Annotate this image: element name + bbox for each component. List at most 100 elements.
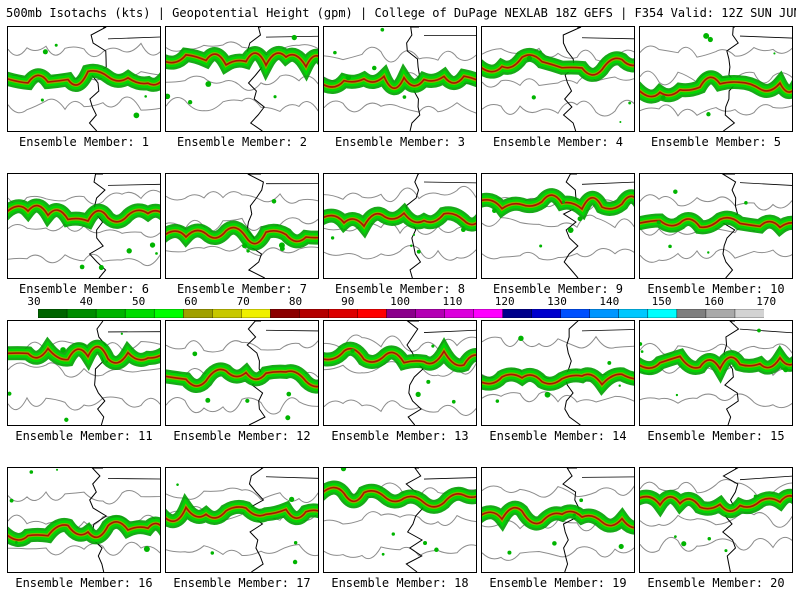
colorbar-swatch — [357, 309, 388, 318]
ensemble-map-panel — [639, 26, 793, 132]
isotach-band — [640, 355, 792, 371]
height-contour — [324, 511, 476, 526]
jet-stream-map — [482, 468, 634, 572]
height-contour — [166, 74, 318, 91]
coastline — [564, 321, 581, 425]
isotach-speckle — [628, 101, 632, 105]
border-line — [581, 476, 634, 478]
isotach-speckle — [681, 541, 687, 547]
isotach-speckle — [143, 545, 150, 552]
border-line — [423, 329, 476, 333]
isotach-speckle — [673, 189, 678, 194]
height-contour — [8, 189, 160, 205]
jet-stream-map — [640, 174, 792, 278]
isotach-speckle — [567, 227, 574, 234]
height-contour — [8, 362, 160, 378]
jet-stream-map — [324, 321, 476, 425]
colorbar-swatch — [153, 309, 184, 318]
isotach-speckle — [707, 36, 713, 43]
isotach-band — [166, 52, 318, 69]
colorbar-swatch — [473, 309, 504, 318]
isotach-speckle — [402, 95, 407, 99]
colorbar-swatch — [212, 309, 242, 318]
isotach-speckle — [531, 95, 536, 100]
isotach-speckle — [333, 50, 337, 55]
coastline — [246, 321, 266, 425]
isotach-speckle — [105, 360, 108, 363]
isotach-speckle — [561, 200, 566, 204]
ensemble-map-panel — [165, 467, 319, 573]
panel-caption: Ensemble Member: 14 — [489, 429, 627, 443]
isotach-speckle — [660, 95, 666, 101]
border-line — [739, 475, 792, 481]
isotach-speckle — [205, 81, 212, 87]
ensemble-map-panel — [7, 320, 161, 426]
colorbar-swatch — [444, 309, 475, 318]
isotach-speckle — [668, 244, 672, 249]
jet-stream-map — [324, 468, 476, 572]
ensemble-map-panel — [481, 467, 635, 573]
isotach-speckle — [675, 393, 679, 397]
colorbar-swatch — [66, 309, 97, 318]
coastline — [246, 174, 265, 278]
isotach-speckle — [707, 251, 710, 254]
isotach-speckle — [674, 535, 677, 538]
colorbar-swatch — [270, 309, 301, 318]
height-contour — [640, 45, 792, 58]
colorbar-label: 150 — [651, 295, 672, 308]
isotach-speckle — [54, 43, 58, 47]
isotach-speckle — [783, 367, 789, 373]
isotach-speckle — [271, 198, 277, 204]
isotach-speckle — [538, 50, 542, 54]
border-line — [265, 329, 318, 332]
border-line — [581, 181, 634, 185]
isotach-speckle — [345, 74, 352, 81]
height-contour — [8, 223, 160, 238]
isotach-speckle — [423, 541, 428, 546]
isotach-speckle — [242, 243, 248, 249]
ensemble-map-panel — [7, 26, 161, 132]
isotach-band — [8, 345, 160, 364]
border-line — [739, 35, 792, 39]
isotach-speckle — [176, 483, 179, 486]
colorbar-label: 80 — [288, 295, 303, 308]
isotach-band — [166, 505, 318, 522]
colorbar-swatch — [647, 309, 678, 318]
height-contour — [8, 396, 160, 411]
ensemble-map-panel — [323, 26, 477, 132]
jet-stream-map — [166, 468, 318, 572]
panel-caption: Ensemble Member: 13 — [331, 429, 469, 443]
coastline — [723, 321, 740, 425]
isotach-speckle — [144, 95, 147, 98]
isotach-speckle — [416, 249, 421, 254]
panel-caption: Ensemble Member: 11 — [15, 429, 153, 443]
colorbar-swatch — [124, 309, 155, 318]
coastline — [246, 27, 265, 131]
isotach-speckle — [640, 342, 643, 346]
height-contour — [166, 543, 318, 557]
panel-caption: Ensemble Member: 2 — [176, 135, 308, 149]
jet-stream-map — [482, 321, 634, 425]
isotach-speckle — [460, 227, 466, 233]
isotach-speckle — [431, 344, 435, 348]
isotach-speckle — [149, 242, 156, 248]
isotach-speckle — [773, 52, 776, 55]
ensemble-map-panel — [7, 173, 161, 279]
isotach-speckle — [618, 543, 624, 550]
isotach-band — [482, 54, 634, 76]
isotach-speckle — [166, 93, 171, 100]
ensemble-map-panel — [323, 320, 477, 426]
border-line — [107, 36, 160, 40]
isotach-speckle — [205, 397, 211, 403]
isotach-speckle — [29, 470, 34, 474]
colorbar-label: 120 — [494, 295, 515, 308]
panel-caption: Ensemble Member: 3 — [334, 135, 466, 149]
height-contour — [324, 185, 476, 203]
height-contour — [324, 245, 476, 261]
coastline — [405, 468, 424, 572]
border-line — [265, 476, 318, 479]
height-contour — [166, 217, 318, 232]
page-title: 500mb Isotachs (kts) | Geopotential Heig… — [6, 6, 796, 20]
isotach-speckle — [618, 384, 621, 387]
isotach-speckle — [426, 379, 431, 384]
